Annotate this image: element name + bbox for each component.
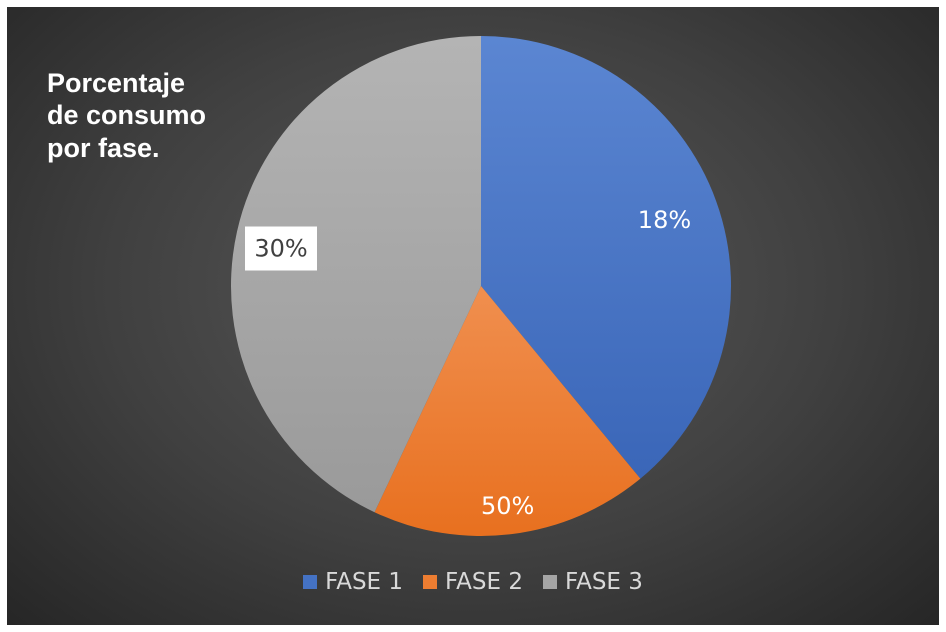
- data-label-text: 30%: [254, 235, 307, 263]
- pie-slice-fase-3: [231, 35, 481, 513]
- chart-area: Porcentaje de consumo por fase. 18% 50% 30…: [7, 7, 939, 625]
- legend-item-fase-2: FASE 2: [423, 569, 523, 595]
- data-label-text: 18%: [638, 206, 691, 234]
- pie-chart: 18% 50% 30%: [231, 35, 732, 536]
- legend: FASE 1 FASE 2 FASE 3: [7, 569, 939, 595]
- data-label-fase-2: 50%: [481, 492, 534, 520]
- legend-label-fase-3: FASE 3: [564, 569, 643, 595]
- legend-label-fase-1: FASE 1: [325, 569, 404, 595]
- data-label-box: [245, 226, 317, 271]
- legend-label-fase-2: FASE 2: [445, 569, 523, 595]
- legend-swatch-fase-2: [423, 575, 438, 589]
- data-label-text: 50%: [481, 492, 534, 520]
- chart-title: Porcentaje de consumo por fase.: [47, 68, 207, 163]
- legend-item-fase-3: FASE 3: [542, 569, 643, 595]
- legend-swatch-fase-1: [303, 575, 318, 589]
- data-label-fase-1: 18%: [638, 206, 691, 234]
- pie-slice-fase-1: [481, 36, 732, 479]
- legend-swatch-fase-3: [542, 575, 557, 589]
- legend-item-fase-1: FASE 1: [303, 569, 403, 595]
- pie-slice-fase-2: [374, 286, 641, 536]
- data-label-fase-3: 30%: [245, 226, 317, 271]
